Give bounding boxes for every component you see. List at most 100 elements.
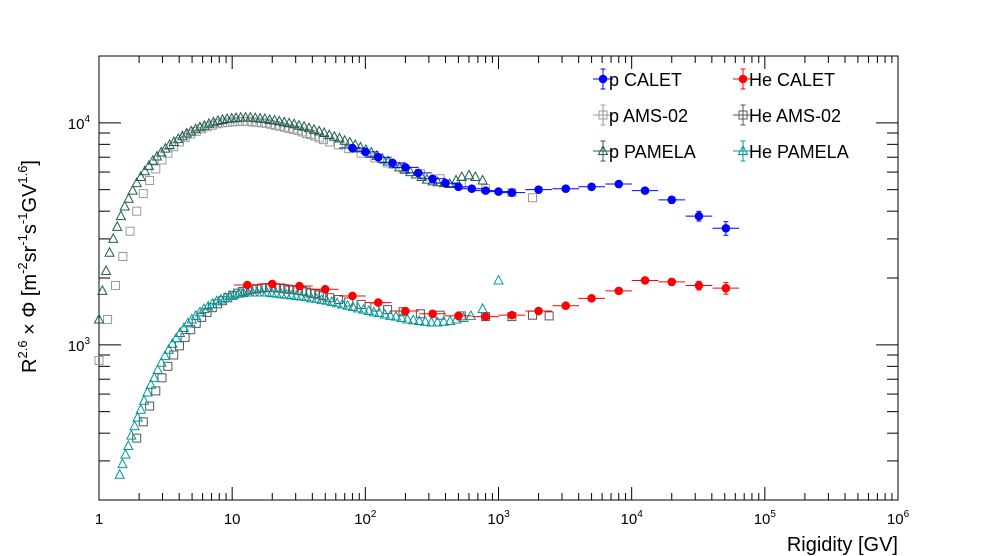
data-point [151, 386, 161, 396]
data-point [138, 189, 148, 199]
legend-marker [738, 74, 748, 84]
data-point [348, 143, 357, 153]
data-point [323, 129, 335, 140]
series-p_calet [339, 143, 740, 236]
data-point [180, 332, 190, 342]
data-point [261, 286, 273, 297]
data-point [186, 313, 198, 324]
data-point [120, 448, 131, 459]
data-point [215, 293, 227, 304]
legend-label: p CALET [609, 70, 682, 90]
x-tick-label: 10 [224, 511, 241, 528]
data-point [114, 468, 126, 479]
data-point [640, 186, 650, 195]
y-label-gv: GV [19, 183, 41, 213]
legend-marker [598, 74, 608, 84]
legend-label: He AMS-02 [749, 106, 841, 126]
data-point [295, 290, 307, 301]
y-label-times: × Φ [m [19, 274, 41, 341]
x-tick-label: 102 [354, 509, 377, 528]
data-point [177, 130, 188, 141]
x-tick-label: 105 [754, 509, 777, 528]
data-point [145, 401, 155, 411]
data-point [94, 355, 104, 365]
data-point [181, 127, 193, 138]
y-label-m-exp: -2 [15, 262, 30, 274]
data-point [667, 195, 677, 205]
y-label-sr-exp: -1 [15, 234, 30, 246]
data-point [245, 111, 256, 122]
data-point [269, 114, 280, 125]
data-point [507, 310, 517, 320]
data-point [402, 313, 413, 324]
data-point [347, 300, 359, 312]
y-label-s-exp: -1 [15, 213, 30, 225]
data-point [561, 184, 571, 193]
legend-marker [598, 110, 608, 120]
data-point [118, 251, 128, 261]
series-layer [93, 111, 740, 479]
data-point [721, 283, 731, 293]
data-point [401, 163, 410, 172]
data-point [169, 350, 179, 360]
y-label-close: ] [19, 160, 41, 166]
data-point [493, 274, 504, 285]
data-point [355, 141, 366, 152]
data-point [267, 279, 277, 289]
data-point [305, 292, 317, 303]
legend-marker [738, 110, 748, 120]
data-point [142, 386, 153, 397]
y-axis-label: R2.6 × Φ [m-2sr-1s-1GV1.6] [15, 160, 41, 373]
data-point [444, 314, 456, 326]
data-point [390, 310, 402, 321]
legend-marker [737, 144, 749, 155]
data-point [667, 277, 677, 287]
data-point [288, 118, 300, 129]
data-point [313, 125, 325, 136]
data-point [361, 147, 370, 157]
series-p_ams [94, 116, 537, 365]
legend-entry-p_ams: p AMS-02 [593, 104, 688, 126]
data-point [413, 314, 425, 326]
data-point [481, 186, 490, 195]
data-point [494, 187, 503, 196]
data-point [342, 299, 353, 310]
data-point [132, 411, 143, 422]
data-point [318, 135, 328, 145]
data-point [334, 140, 344, 150]
data-point [115, 210, 127, 221]
data-point [138, 417, 148, 427]
data-point [185, 125, 197, 136]
data-point [280, 288, 292, 299]
y-label-gv-exp: 1.6 [15, 166, 30, 184]
data-point [125, 226, 135, 236]
data-point [198, 302, 210, 314]
data-point [271, 287, 282, 298]
data-point [534, 185, 543, 194]
data-point [119, 200, 131, 211]
y-label-s: s [19, 224, 41, 234]
data-point [298, 120, 310, 131]
data-point [190, 123, 201, 134]
data-point [160, 142, 171, 153]
data-point [126, 429, 137, 440]
legend-label: p PAMELA [609, 142, 696, 162]
data-point [156, 356, 167, 367]
data-point [481, 312, 490, 321]
data-point [293, 119, 305, 130]
data-point [194, 121, 206, 132]
data-point [339, 134, 351, 145]
data-point [405, 166, 416, 177]
data-point [326, 295, 338, 306]
data-point [164, 138, 175, 149]
data-point [129, 420, 140, 431]
data-point [694, 281, 704, 290]
data-point [249, 112, 261, 123]
data-point [363, 304, 375, 316]
data-point [419, 315, 431, 326]
data-point [172, 132, 184, 144]
data-point [328, 130, 340, 141]
data-point [321, 294, 333, 305]
data-point [441, 178, 450, 188]
data-point [348, 291, 357, 301]
